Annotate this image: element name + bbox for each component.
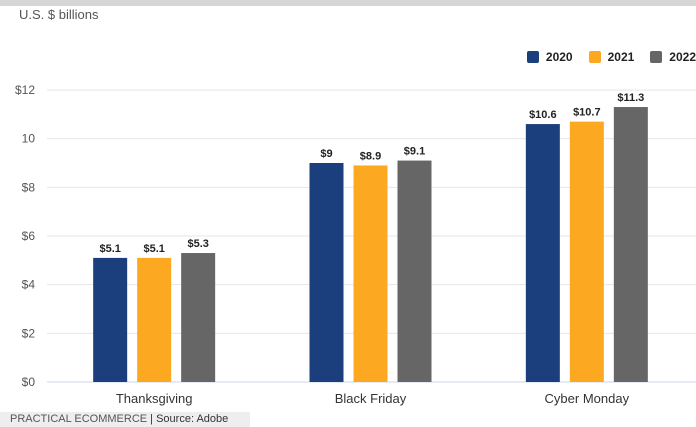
- legend-item-2022[interactable]: 2022: [650, 50, 696, 64]
- bar-chart: $0 $2 $4 $6 $8 10 $12 $5.1 $5.1 $5.3 Thanksgiving $…: [15, 83, 696, 406]
- footer-source: Source: Adobe: [156, 413, 229, 425]
- x-category-label: Thanksgiving: [116, 391, 193, 406]
- data-label: $5.3: [187, 238, 208, 250]
- bar-2022: [613, 107, 648, 383]
- footer: PRACTICAL ECOMMERCE | Source: Adobe: [0, 412, 250, 427]
- legend-label-2022: 2022: [669, 50, 696, 64]
- data-label: $5.1: [99, 243, 120, 255]
- y-tick-label: $4: [22, 278, 36, 292]
- bar-2020: [93, 257, 128, 382]
- legend-item-2020[interactable]: 2020: [526, 50, 573, 64]
- footer-brand: PRACTICAL ECOMMERCE: [10, 413, 148, 425]
- bar-2021: [137, 257, 172, 382]
- y-tick-label: $8: [22, 180, 36, 194]
- bar-2021: [569, 121, 604, 382]
- data-label: $11.3: [617, 92, 644, 104]
- x-category-label: Cyber Monday: [545, 391, 630, 406]
- footer-separator: |: [147, 413, 157, 425]
- bar-2020: [309, 163, 344, 382]
- data-label: $10.7: [573, 107, 601, 119]
- bar-2022: [397, 160, 432, 382]
- legend-label-2020: 2020: [545, 50, 573, 64]
- data-label: $5.1: [143, 243, 164, 255]
- data-label: $9.1: [404, 146, 425, 158]
- y-tick-label: 10: [22, 132, 36, 146]
- bar-2020: [525, 124, 560, 383]
- chart-subtitle: U.S. $ billions: [19, 7, 99, 22]
- y-tick-label: $6: [22, 229, 36, 243]
- legend-label-2021: 2021: [607, 50, 635, 64]
- bar-2021: [353, 165, 388, 382]
- data-label: $8.9: [360, 150, 381, 162]
- top-bar: [0, 0, 696, 6]
- y-tick-label: $0: [22, 375, 36, 389]
- legend-swatch-2020: [526, 51, 539, 63]
- data-label: $9: [320, 148, 332, 160]
- data-label: $10.6: [529, 109, 557, 121]
- y-tick-label: $12: [15, 83, 35, 97]
- y-tick-label: $2: [22, 326, 36, 340]
- legend-swatch-2021: [588, 51, 601, 63]
- legend-item-2021[interactable]: 2021: [588, 50, 635, 64]
- legend-swatch-2022: [650, 51, 663, 63]
- x-category-label: Black Friday: [335, 391, 407, 406]
- chart-legend: 2020 2021 2022: [511, 49, 696, 65]
- bar-2022: [181, 253, 216, 382]
